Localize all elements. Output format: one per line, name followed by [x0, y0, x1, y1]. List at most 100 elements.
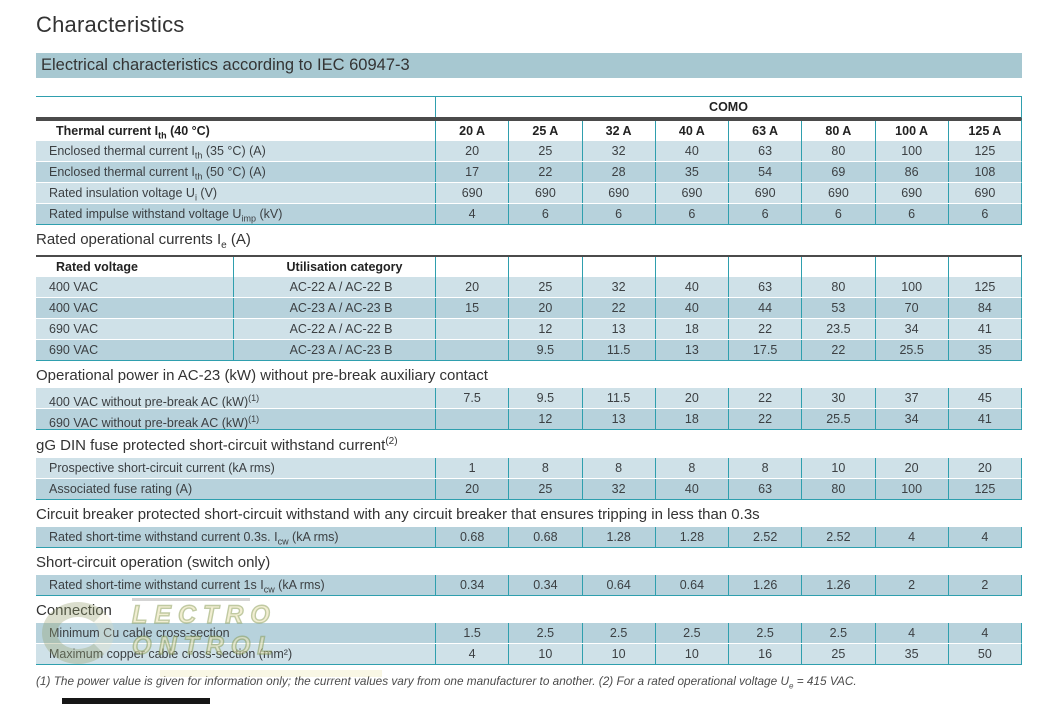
row-label: AC-23 A / AC-23 B — [233, 298, 435, 318]
cell-value: 70 — [874, 298, 948, 318]
cell-value: 22 — [728, 319, 802, 339]
column-header: 32 A — [581, 121, 655, 141]
cell-value: 18 — [654, 319, 728, 339]
table-row: 690 VAC AC-22 A / AC-22 B 12 13 18 22 23.5 34 41 — [36, 319, 1022, 340]
cell-value: 0.64 — [654, 575, 728, 595]
cell-value: 11.5 — [581, 388, 655, 408]
table-row: 690 VAC without pre-break AC (kW)(1) 12 13… — [36, 409, 1022, 429]
cell-value: 2.5 — [654, 623, 728, 643]
cell-value — [435, 319, 509, 339]
row-label: Rated insulation voltage Ui (V) — [36, 183, 435, 203]
cell-value: 7.5 — [435, 388, 509, 408]
cell-value: 22 — [728, 388, 802, 408]
cell-value: 125 — [947, 141, 1021, 161]
cell-value: 690 — [947, 183, 1021, 203]
cell-value: 10 — [801, 458, 875, 478]
row-label: Enclosed thermal current Ith (50 °C) (A) — [36, 162, 435, 182]
brand-header-spacer — [36, 97, 435, 117]
column-header — [801, 257, 874, 277]
cell-value: 69 — [801, 162, 875, 182]
cell-value: 25.5 — [801, 409, 875, 429]
row-label: 690 VAC without pre-break AC (kW)(1) — [36, 409, 435, 429]
row-label: AC-23 A / AC-23 B — [233, 340, 435, 360]
cell-value: 9.5 — [508, 340, 582, 360]
cell-value: 86 — [874, 162, 948, 182]
cell-value: 690 — [874, 183, 948, 203]
cell-value: 32 — [581, 277, 655, 297]
cell-value: 4 — [874, 623, 948, 643]
table-block: Minimum Cu cable cross-section 1.5 2.5 2.5 2… — [36, 623, 1022, 665]
cell-value: 8 — [728, 458, 802, 478]
cell-value: 35 — [947, 340, 1021, 360]
cell-value: 32 — [581, 141, 655, 161]
cell-value: 2.5 — [581, 623, 655, 643]
table-row: 690 VAC AC-23 A / AC-23 B 9.5 11.5 13 17.5 22 2… — [36, 340, 1022, 360]
cell-value: 37 — [874, 388, 948, 408]
cell-value: 15 — [435, 298, 509, 318]
row-label: Maximum copper cable cross-section (mm²) — [36, 644, 435, 664]
cell-value: 12 — [508, 319, 582, 339]
row-label: Rated short-time withstand current 1s Ic… — [36, 575, 435, 595]
column-header: 125 A — [947, 121, 1021, 141]
table-block: 400 VAC without pre-break AC (kW)(1) 7.5 9… — [36, 388, 1022, 430]
brand-header-row: COMO — [36, 96, 1022, 119]
table-row: Enclosed thermal current Ith (35 °C) (A)… — [36, 141, 1022, 162]
row-label: Associated fuse rating (A) — [36, 479, 435, 499]
cell-value: 35 — [874, 644, 948, 664]
cell-value: 125 — [947, 277, 1021, 297]
section-title: Operational power in AC-23 (kW) without … — [36, 361, 1022, 388]
cell-value: 2.5 — [728, 623, 802, 643]
cell-value: 25.5 — [874, 340, 948, 360]
cell-value: 2.52 — [728, 527, 802, 547]
table-row: Minimum Cu cable cross-section 1.5 2.5 2.5 2… — [36, 623, 1022, 644]
row-header-label: Utilisation category — [233, 257, 435, 277]
footnote: (1) The power value is given for informa… — [36, 674, 857, 691]
row-label: 400 VAC without pre-break AC (kW)(1) — [36, 388, 435, 408]
cell-value: 20 — [435, 141, 509, 161]
cell-value: 125 — [947, 479, 1021, 499]
page-title: Characteristics — [36, 12, 185, 37]
cell-value: 20 — [508, 298, 582, 318]
cell-value: 80 — [801, 277, 875, 297]
cell-value: 8 — [581, 458, 655, 478]
cell-value: 28 — [581, 162, 655, 182]
cell-value: 18 — [654, 409, 728, 429]
cell-value — [435, 409, 509, 429]
cell-value: 50 — [947, 644, 1021, 664]
table-row: 400 VAC without pre-break AC (kW)(1) 7.5 9… — [36, 388, 1022, 409]
table-row: Enclosed thermal current Ith (50 °C) (A)… — [36, 162, 1022, 183]
cell-value: 84 — [947, 298, 1021, 318]
row-header-label: Thermal current Ith (40 °C) — [56, 124, 210, 141]
cell-value: 8 — [508, 458, 582, 478]
cell-value: 25 — [508, 277, 582, 297]
row-header-label: Rated voltage — [56, 260, 138, 274]
cell-value: 30 — [801, 388, 875, 408]
column-header: 80 A — [801, 121, 874, 141]
table-row: Prospective short-circuit current (kA rm… — [36, 458, 1022, 479]
cell-value: 22 — [508, 162, 582, 182]
cell-value: 9.5 — [508, 388, 582, 408]
cell-value: 32 — [581, 479, 655, 499]
column-header — [728, 257, 801, 277]
column-header: 40 A — [654, 121, 728, 141]
row-label: Enclosed thermal current Ith (35 °C) (A) — [36, 141, 435, 161]
cell-value: 1 — [435, 458, 509, 478]
cell-value: 10 — [581, 644, 655, 664]
cell-value: 2 — [874, 575, 948, 595]
cell-value: 108 — [947, 162, 1021, 182]
table-row: Maximum copper cable cross-section (mm²)… — [36, 644, 1022, 664]
characteristics-table: COMO Thermal current Ith (40 °C) 20 A 25 A… — [36, 96, 1022, 665]
cell-value: 20 — [654, 388, 728, 408]
cell-value: 20 — [947, 458, 1021, 478]
cell-value: 20 — [435, 479, 509, 499]
page-content: Characteristics Electrical characteristi… — [36, 12, 1022, 690]
row-label: Rated impulse withstand voltage Uimp (kV… — [36, 204, 435, 224]
table-block: Prospective short-circuit current (kA rm… — [36, 458, 1022, 500]
cell-value: 0.34 — [435, 575, 509, 595]
footer-bar — [62, 698, 210, 704]
column-header: 100 A — [874, 121, 948, 141]
cell-value: 54 — [728, 162, 802, 182]
cell-value: 10 — [508, 644, 582, 664]
